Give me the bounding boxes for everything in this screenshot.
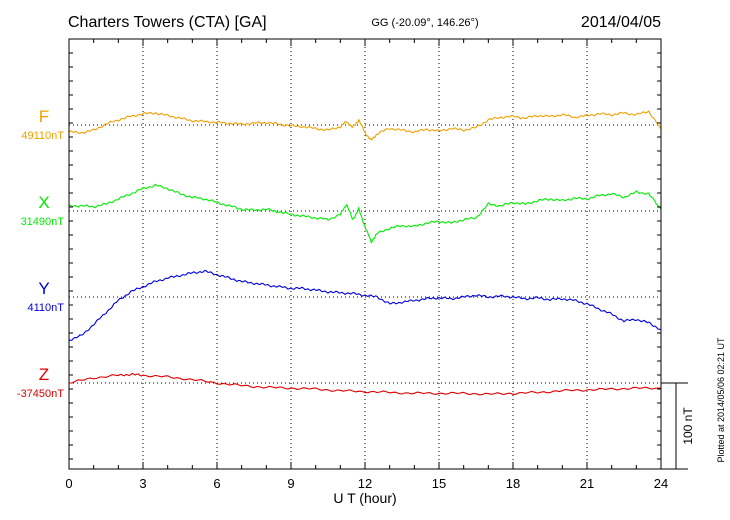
series-line-x [68,183,662,244]
x-tick-label: 24 [654,476,668,491]
series-name-f: F [39,107,49,126]
series-line-f [68,110,662,141]
series-baseline-z: -37450nT [17,388,64,400]
series-baseline-y: 4110nT [28,302,65,314]
x-tick-label: 3 [139,476,146,491]
series-labels: F 49110nT X 31490nT Y 4110nT Z -37450nT [17,107,64,400]
plotted-timestamp: Plotted at 2014/05/06 02:21 UT [716,337,726,463]
station-coords: GG (-20.09°, 146.26°) [371,17,478,29]
x-tick-label: 9 [287,476,294,491]
series-baseline-f: 49110nT [21,130,64,142]
scale-bar: 100 nT [661,382,695,470]
series-line-y [68,269,662,341]
station-title: Charters Towers (CTA) [GA] [68,14,267,31]
series-name-z: Z [39,365,49,384]
x-axis-label: U T (hour) [333,490,396,506]
x-tick-label: 6 [213,476,220,491]
x-tick-label: 18 [506,476,520,491]
grid [69,39,661,469]
x-tick-label: 12 [358,476,372,491]
series-baseline-x: 31490nT [21,216,65,228]
x-axis: 0 3 6 9 12 15 18 21 24 [65,39,668,491]
x-tick-label: 15 [432,476,446,491]
series-name-x: X [38,193,49,212]
series-line-z [69,372,662,396]
series-name-y: Y [38,279,49,298]
x-tick-label: 21 [580,476,594,491]
x-tick-label: 0 [65,476,72,491]
scale-bar-label: 100 nT [681,407,695,445]
plot-date: 2014/04/05 [581,14,661,31]
plot-lines [68,110,662,396]
